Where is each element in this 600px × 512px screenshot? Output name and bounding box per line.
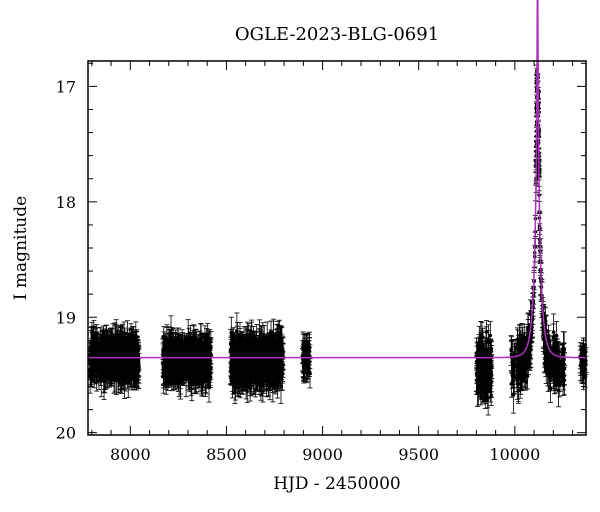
- point-marker: [95, 341, 99, 345]
- point-marker: [113, 376, 117, 380]
- point-marker: [133, 360, 137, 364]
- point-marker: [121, 331, 125, 335]
- point-marker: [126, 381, 130, 385]
- point-marker: [115, 347, 119, 351]
- point-marker: [119, 365, 123, 369]
- point-marker: [99, 341, 103, 345]
- point-marker: [90, 344, 94, 348]
- point-marker: [107, 347, 111, 351]
- chart-title: OGLE-2023-BLG-0691: [235, 24, 439, 45]
- point-marker: [108, 369, 112, 373]
- point-marker: [135, 353, 139, 357]
- point-marker: [126, 337, 130, 341]
- point-marker: [124, 362, 128, 366]
